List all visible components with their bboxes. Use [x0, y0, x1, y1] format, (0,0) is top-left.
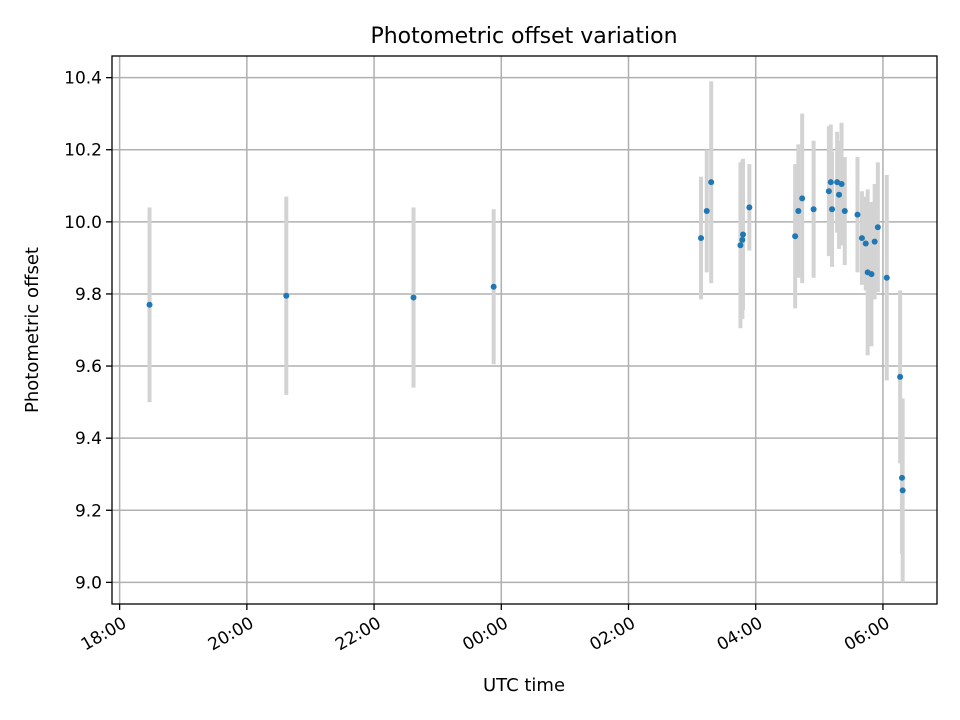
y-tick-label: 9.2: [75, 501, 102, 521]
x-tick-label: 18:00: [78, 613, 130, 655]
x-tick-label: 02:00: [587, 613, 639, 655]
data-point: [795, 208, 802, 215]
data-point: [841, 208, 848, 215]
x-tick-label: 20:00: [205, 613, 257, 655]
data-point: [897, 373, 904, 380]
y-tick-label: 10.0: [64, 213, 102, 233]
data-point: [868, 271, 875, 278]
data-point: [490, 283, 497, 290]
point-layer: [146, 179, 906, 494]
x-axis-label: UTC time: [483, 675, 565, 696]
grid-layer: [112, 56, 937, 604]
y-tick-label: 9.0: [75, 573, 102, 593]
data-point: [698, 235, 705, 242]
errorbar-layer: [147, 81, 905, 583]
data-point: [871, 238, 878, 245]
data-point: [146, 301, 153, 308]
data-point: [862, 240, 869, 247]
data-point: [838, 180, 845, 187]
x-tick-label: 06:00: [841, 613, 893, 655]
y-tick-label: 10.4: [64, 69, 102, 89]
data-point: [883, 274, 890, 281]
data-point: [703, 208, 710, 215]
data-point: [708, 179, 715, 186]
data-point: [899, 487, 906, 494]
y-axis-label: Photometric offset: [22, 247, 43, 413]
data-point: [825, 188, 832, 195]
x-tick-label: 04:00: [714, 613, 766, 655]
data-point: [858, 235, 865, 242]
tick-layer: 18:00 20:00 22:00 00:00 02:00 04:00 06:00 9.0 9.…: [64, 69, 893, 656]
data-point: [739, 231, 746, 238]
data-point: [792, 233, 799, 240]
data-point: [283, 292, 290, 299]
chart-title: Photometric offset variation: [370, 24, 677, 49]
data-point: [854, 211, 861, 218]
data-point: [829, 206, 836, 213]
data-point: [799, 195, 806, 202]
data-point: [810, 206, 817, 213]
y-tick-label: 9.6: [75, 357, 102, 377]
y-tick-label: 9.4: [75, 429, 102, 449]
x-tick-label: 00:00: [459, 613, 511, 655]
data-point: [874, 224, 881, 231]
data-point: [836, 191, 843, 198]
data-point: [410, 294, 417, 301]
y-tick-label: 10.2: [64, 141, 102, 161]
data-point: [739, 236, 746, 243]
data-point: [737, 242, 744, 249]
data-point: [746, 204, 753, 211]
data-point: [899, 474, 906, 481]
x-tick-label: 22:00: [332, 613, 384, 655]
y-tick-label: 9.8: [75, 285, 102, 305]
plot-frame: [111, 55, 938, 605]
data-point: [827, 179, 834, 186]
